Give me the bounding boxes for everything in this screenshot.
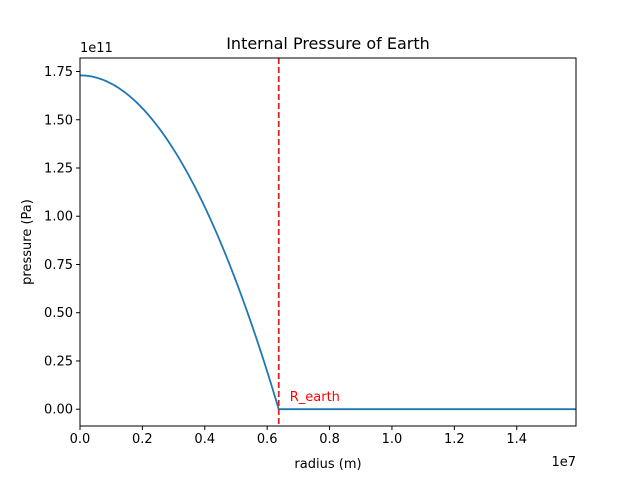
plot-area: R_earth (79, 58, 576, 426)
x-offset-label: 1e7 (551, 455, 576, 470)
x-tick-label: 0.4 (194, 432, 215, 447)
x-tick-label: 0.6 (257, 432, 278, 447)
x-tick-label: 0.0 (70, 432, 91, 447)
x-tick-label: 1.0 (382, 432, 403, 447)
y-tick-label: 0.75 (44, 258, 73, 273)
plot-frame (79, 57, 577, 427)
y-axis-label: pressure (Pa) (20, 199, 35, 285)
chart-title: Internal Pressure of Earth (226, 34, 430, 53)
y-axis: 0.00 0.25 0.50 0.75 1.00 1.25 1.50 1.75 (44, 65, 80, 418)
x-tick-label: 0.2 (132, 432, 153, 447)
y-offset-label: 1e11 (80, 41, 113, 56)
series-line-0 (79, 74, 576, 411)
y-tick-label: 1.75 (44, 65, 73, 80)
x-tick-label: 0.8 (319, 432, 340, 447)
y-tick-label: 1.50 (44, 113, 73, 128)
y-tick-label: 0.00 (44, 403, 73, 418)
y-tick-label: 0.25 (44, 354, 73, 369)
x-axis: 0.0 0.2 0.4 0.6 0.8 1.0 1.2 1.4 (70, 426, 527, 447)
y-tick-label: 0.50 (44, 306, 73, 321)
x-axis-label: radius (m) (294, 457, 361, 472)
r-earth-label: R_earth (290, 390, 340, 405)
y-tick-label: 1.00 (44, 210, 73, 225)
x-tick-label: 1.2 (444, 432, 465, 447)
x-tick-label: 1.4 (506, 432, 527, 447)
y-tick-label: 1.25 (44, 161, 73, 176)
